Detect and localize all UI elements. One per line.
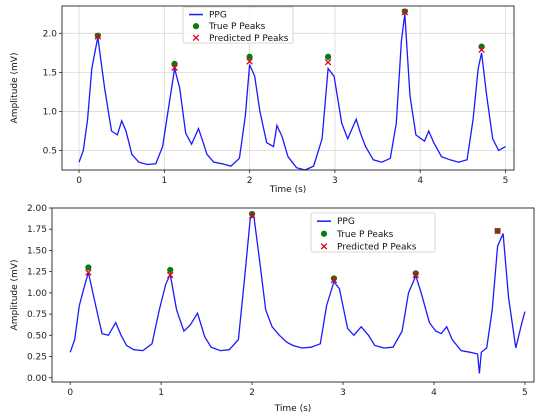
legend-dot-swatch [192,23,200,30]
predicted-peak-point-stroke-b [166,271,174,279]
legend-item: Predicted P Peaks [192,34,289,44]
predicted-peak-point [330,276,338,284]
x-tick-label: 0 [76,176,82,186]
y-tick-label: 1.0 [43,107,58,117]
legend-x-swatch-stroke-b [320,243,328,250]
y-axis-title: Amplitude (mV) [10,260,20,331]
y-tick-label: 0.25 [27,353,47,363]
legend-x-swatch [192,34,200,42]
x-tick-label: 4 [431,388,437,398]
x-tick-label: 5 [522,388,528,398]
predicted-peak-point [85,269,92,276]
x-tick-label: 2 [249,388,255,398]
legend-label: Predicted P Peaks [209,34,289,44]
x-tick-label: 4 [417,176,423,186]
predicted-peak-point-stroke-b [478,46,485,53]
predicted-peak-point-stroke-b [330,276,338,284]
y-tick-label: 0.00 [27,374,47,384]
ppg-signal-line [69,215,526,374]
y-tick-label: 0.75 [27,310,47,320]
x-tick-label: 0 [67,388,73,398]
predicted-peak-point-stroke-b [248,212,256,219]
predicted-peak-point [412,271,420,279]
legend-label: Predicted P Peaks [337,242,417,252]
ppg-signal-line [78,13,506,171]
predicted-peak-point-stroke-b [94,33,102,40]
legend-label: PPG [209,11,227,21]
x-tick-label: 3 [340,388,346,398]
true-peak-point [478,43,485,50]
legend: PPG True P Peaks Predicted P Peaks [310,212,436,253]
predicted-peaks-series [85,212,501,284]
x-tick-label: 5 [503,176,509,186]
predicted-peak-point [248,212,256,219]
legend-box [182,6,294,44]
plot-frame [61,5,515,171]
legend-x-swatch-stroke-b [192,34,200,42]
true-peaks-series [85,210,501,282]
y-axis-title: Amplitude (mV) [10,53,20,124]
predicted-peak-point-stroke-b [412,271,420,279]
legend-item: True P Peaks [192,22,266,32]
y-tick-label: 1.50 [27,246,47,256]
predicted-peak-point [166,271,174,279]
legend-x-swatch [320,243,328,250]
predicted-peak-point-stroke-b [401,8,409,16]
y-tick-label: 0.5 [43,146,57,156]
true-peak-point [246,53,253,60]
legend-label: True P Peaks [336,230,394,240]
legend-item: True P Peaks [320,230,394,240]
y-tick-label: 2.00 [27,204,47,214]
y-tick-label: 0.50 [27,331,47,341]
y-tick-label: 2.0 [43,29,58,39]
y-tick-label: 1.00 [27,289,47,299]
y-tick-label: 1.25 [27,268,47,278]
chart-panel-1: 0 1 2 3 4 5 0.5 1.0 1.5 2.0 Time (s) Amplitude (mV)… [10,5,515,195]
predicted-peak-point-stroke-b [85,269,92,276]
x-tick-label: 2 [247,176,253,186]
true-peak-point [412,270,419,277]
chart-panel-2: 0 1 2 3 4 5 0.00 0.25 0.50 0.75 1.00 1.25 1.50 1.75 2.… [10,204,535,414]
predicted-peak-point [171,64,178,71]
predicted-peak-point-stroke-b [494,227,501,235]
x-axis-title: Time (s) [269,185,307,195]
legend-dot-swatch [320,230,328,237]
legend-box [310,212,436,253]
predicted-peak-point-stroke-b [246,58,253,65]
y-tick-label: 1.5 [43,68,57,78]
true-peak-point [167,266,174,274]
predicted-peak-point [94,33,102,40]
true-peak-point [330,275,338,282]
predicted-peak-point [478,46,485,53]
legend-item: Predicted P Peaks [320,242,417,252]
legend-item: PPG [189,11,227,21]
predicted-peak-point [401,8,409,16]
true-peak-point [248,210,256,218]
legend-item: PPG [317,217,355,227]
predicted-peaks-series [94,8,485,71]
x-tick-label: 1 [161,176,167,186]
y-tick-label: 1.75 [27,225,47,235]
predicted-peak-point [246,58,253,65]
predicted-peak-point [494,227,501,235]
legend-label: PPG [337,217,355,227]
x-tick-label: 3 [332,176,338,186]
true-peak-point [324,53,332,60]
plot-frame [51,207,535,383]
x-axis-title: Time (s) [274,404,312,414]
predicted-peak-point-stroke-b [324,58,332,66]
legend-label: True P Peaks [208,22,266,32]
predicted-peak-point [324,58,332,66]
predicted-peak-point-stroke-b [171,64,178,71]
x-tick-label: 1 [158,388,164,398]
true-peak-point [85,264,92,271]
